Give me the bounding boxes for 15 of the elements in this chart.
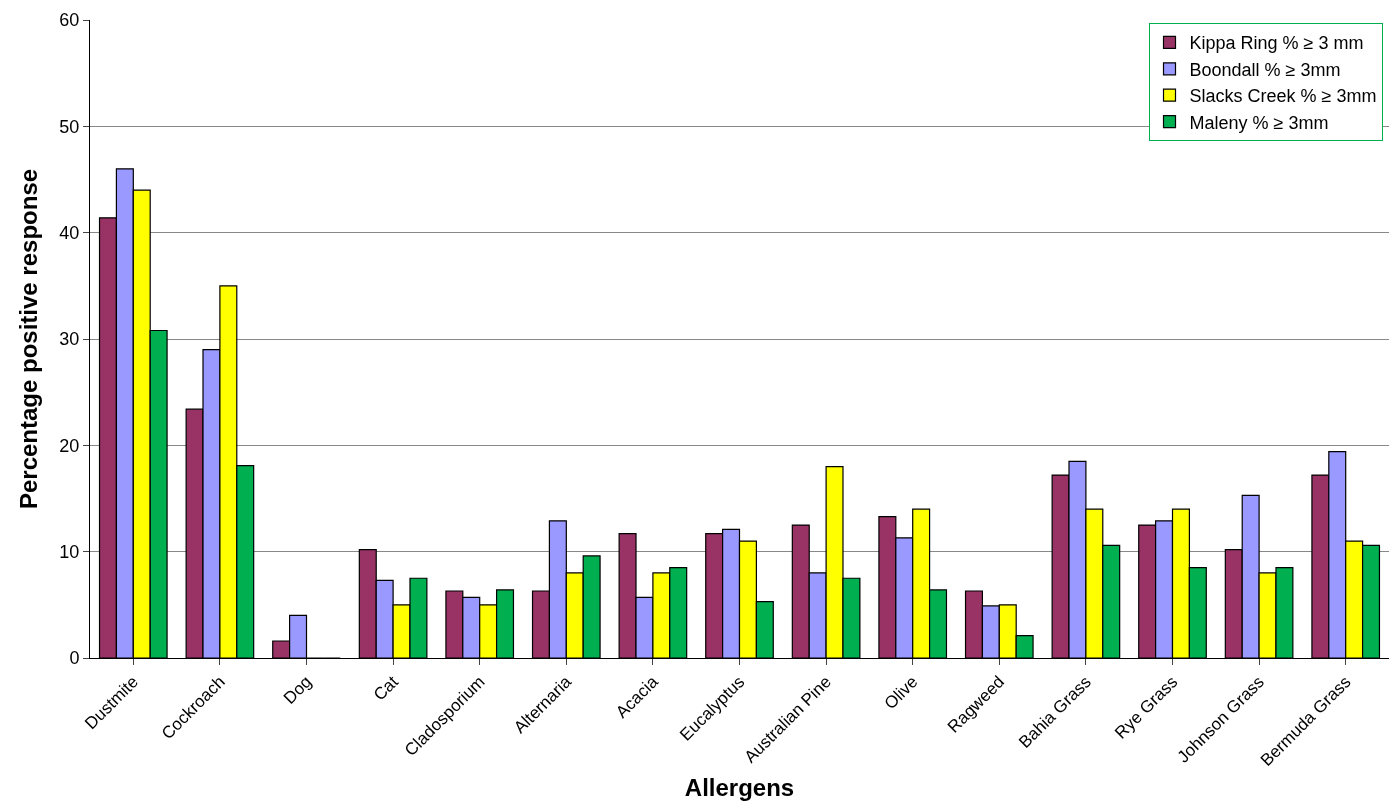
y-tick-label: 40: [59, 222, 80, 243]
y-tick-label: 30: [59, 329, 80, 350]
x-tick-label: Cat: [369, 672, 403, 705]
x-axis-title: Allergens: [684, 774, 795, 802]
y-tick-label: 10: [59, 541, 80, 562]
legend-label: Boondall % ≥ 3mm: [1189, 59, 1341, 80]
y-tick-label: 20: [59, 435, 80, 456]
y-tick-label: 60: [59, 10, 80, 31]
y-tick-label: 0: [69, 648, 80, 669]
legend-label: Maleny % ≥ 3mm: [1189, 112, 1329, 133]
legend-label: Slacks Creek % ≥ 3mm: [1189, 86, 1377, 107]
y-tick-label: 50: [59, 116, 80, 137]
x-tick-label: Dog: [279, 672, 316, 708]
y-axis-title: Percentage positive response: [15, 168, 43, 510]
legend-label: Kippa Ring % ≥ 3 mm: [1189, 33, 1364, 54]
